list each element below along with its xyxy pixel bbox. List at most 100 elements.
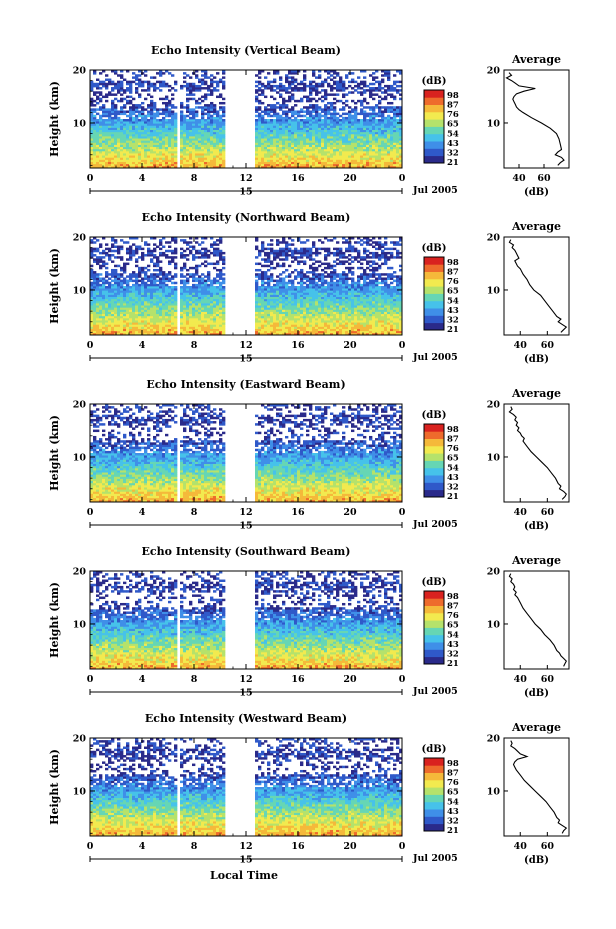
- colorbar-level-label: 43: [447, 640, 459, 650]
- colorbar-level-label: 76: [447, 444, 459, 454]
- colorbar-level-label: 87: [447, 268, 459, 278]
- x-tick-label: 4: [139, 674, 146, 685]
- x-tick-label: 4: [139, 173, 146, 184]
- colorbar-segment: [424, 795, 444, 803]
- beam-panel-1: Echo Intensity (Northward Beam)2010Heigh…: [48, 211, 569, 365]
- colorbar-unit: (dB): [422, 410, 447, 421]
- colorbar-level-label: 98: [447, 258, 459, 268]
- x-tick-label: 4: [139, 507, 146, 518]
- average-x-tick-label: 60: [541, 674, 555, 685]
- colorbar-segment: [424, 286, 444, 294]
- colorbar-segment: [424, 780, 444, 788]
- x-tick-label: 0: [87, 173, 94, 184]
- average-x-label: (dB): [524, 187, 549, 198]
- heatmap-field: [90, 738, 402, 836]
- colorbar-segment: [424, 424, 444, 432]
- colorbar-unit: (dB): [422, 577, 447, 588]
- colorbar-segment: [424, 475, 444, 483]
- colorbar-segment: [424, 279, 444, 287]
- average-y-tick-label: 10: [487, 619, 501, 630]
- colorbar-level-label: 65: [447, 454, 459, 464]
- colorbar-level-label: 87: [447, 602, 459, 612]
- x-tick-label: 4: [139, 841, 146, 852]
- colorbar-segment: [424, 657, 444, 665]
- colorbar-unit: (dB): [422, 744, 447, 755]
- panel-title: Echo Intensity (Vertical Beam): [151, 44, 341, 57]
- average-title: Average: [511, 721, 561, 734]
- average-title: Average: [511, 387, 561, 400]
- y-tick-label: 10: [73, 118, 87, 129]
- colorbar-level-label: 21: [447, 659, 459, 669]
- x-tick-label: 0: [399, 173, 406, 184]
- average-frame: [504, 70, 569, 168]
- heatmap-field: [90, 70, 402, 168]
- average-profile-line: [509, 240, 566, 333]
- average-profile-line: [507, 73, 565, 166]
- colorbar-level-label: 54: [447, 797, 459, 807]
- y-axis-label: Height (km): [48, 415, 61, 491]
- y-tick-label: 10: [73, 619, 87, 630]
- colorbar-level-label: 76: [447, 277, 459, 287]
- average-x-label: (dB): [524, 855, 549, 866]
- x-tick-label: 12: [239, 507, 252, 518]
- colorbar-level-label: 98: [447, 592, 459, 602]
- colorbar-segment: [424, 97, 444, 105]
- colorbar-level-label: 32: [447, 148, 459, 158]
- average-y-tick-label: 20: [487, 233, 501, 244]
- x-tick-label: 0: [399, 507, 406, 518]
- colorbar-segment: [424, 765, 444, 773]
- colorbar-segment: [424, 824, 444, 832]
- colorbar-level-label: 21: [447, 492, 459, 502]
- colorbar-level-label: 32: [447, 816, 459, 826]
- average-title: Average: [511, 53, 561, 66]
- x-tick-label: 12: [239, 841, 252, 852]
- average-title: Average: [511, 554, 561, 567]
- panel-title: Echo Intensity (Southward Beam): [142, 545, 351, 558]
- colorbar-level-label: 54: [447, 463, 459, 473]
- colorbar-segment: [424, 294, 444, 302]
- colorbar-segment: [424, 105, 444, 113]
- colorbar-segment: [424, 802, 444, 810]
- colorbar-segment: [424, 431, 444, 439]
- y-tick-label: 20: [73, 233, 87, 244]
- x-tick-label: 0: [87, 674, 94, 685]
- y-tick-label: 20: [73, 66, 87, 77]
- beam-panel-2: Echo Intensity (Eastward Beam)2010Height…: [48, 378, 569, 532]
- day-label: 15: [239, 521, 252, 532]
- colorbar-segment: [424, 264, 444, 272]
- average-x-label: (dB): [524, 688, 549, 699]
- beam-panel-0: Echo Intensity (Vertical Beam)2010Height…: [48, 44, 569, 198]
- x-tick-label: 8: [191, 340, 198, 351]
- average-y-tick-label: 20: [487, 400, 501, 411]
- colorbar-level-label: 54: [447, 630, 459, 640]
- colorbar-segment: [424, 816, 444, 824]
- y-axis-label: Height (km): [48, 248, 61, 324]
- average-y-tick-label: 10: [487, 285, 501, 296]
- colorbar-segment: [424, 490, 444, 498]
- colorbar-segment: [424, 787, 444, 795]
- x-tick-label: 8: [191, 507, 198, 518]
- panel-title: Echo Intensity (Eastward Beam): [146, 378, 345, 391]
- date-label: Jul 2005: [412, 185, 458, 196]
- colorbar-level-label: 76: [447, 611, 459, 621]
- colorbar-level-label: 65: [447, 120, 459, 130]
- y-tick-label: 10: [73, 786, 87, 797]
- colorbar-level-label: 87: [447, 435, 459, 445]
- colorbar-level-label: 98: [447, 91, 459, 101]
- colorbar-segment: [424, 809, 444, 817]
- y-tick-label: 20: [73, 400, 87, 411]
- average-y-tick-label: 10: [487, 118, 501, 129]
- average-x-tick-label: 40: [514, 841, 528, 852]
- colorbar-segment: [424, 112, 444, 120]
- colorbar-segment: [424, 598, 444, 606]
- average-y-tick-label: 10: [487, 786, 501, 797]
- average-x-tick-label: 40: [512, 173, 526, 184]
- colorbar-segment: [424, 90, 444, 98]
- x-axis-label: Local Time: [210, 869, 278, 882]
